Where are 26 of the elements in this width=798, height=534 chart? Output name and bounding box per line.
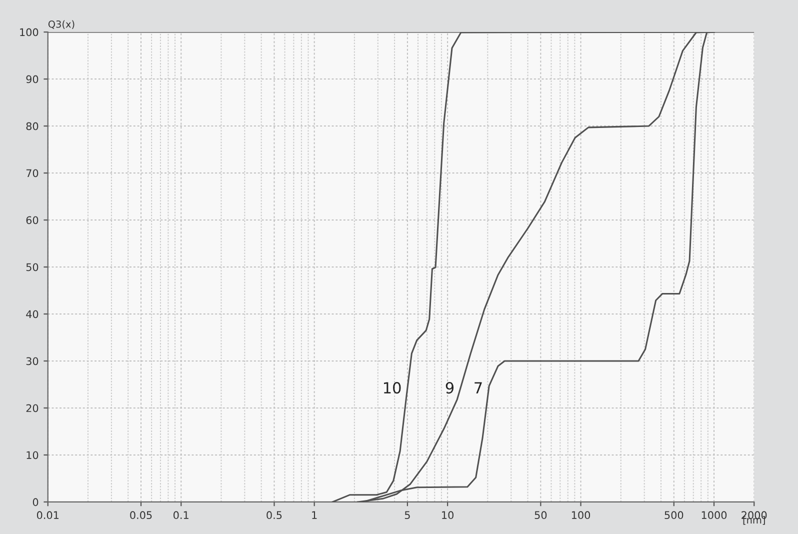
x-tick-label: 0.01 bbox=[36, 511, 59, 520]
series-label: 9 bbox=[446, 382, 454, 394]
y-tick-label: 70 bbox=[26, 169, 38, 178]
y-tick-label: 60 bbox=[26, 216, 38, 224]
y-tick-label: 10 bbox=[26, 451, 38, 460]
y-tick-label: 0 bbox=[32, 498, 38, 506]
y-tick-label: 80 bbox=[26, 122, 38, 130]
y-tick-label: 100 bbox=[20, 28, 38, 36]
series-label: 7 bbox=[474, 382, 482, 394]
x-tick-label: 0.05 bbox=[130, 511, 152, 520]
x-tick-label: 5 bbox=[404, 511, 410, 520]
x-tick-label: 500 bbox=[664, 511, 684, 520]
x-tick-label: 50 bbox=[534, 511, 547, 520]
y-tick-label: 30 bbox=[26, 357, 38, 366]
y-tick-label: 90 bbox=[26, 75, 38, 84]
y-tick-label: 40 bbox=[26, 310, 38, 318]
x-tick-label: 0.1 bbox=[174, 511, 188, 520]
y-tick-label: 50 bbox=[26, 263, 38, 272]
y-axis-title: Q3(x) bbox=[48, 20, 74, 29]
series-label: 10 bbox=[384, 382, 401, 394]
y-tick-label: 20 bbox=[26, 404, 38, 412]
x-tick-label: 1000 bbox=[702, 511, 727, 520]
x-tick-label: 0.5 bbox=[266, 511, 282, 520]
x-tick-label: 100 bbox=[572, 511, 590, 520]
x-tick-label: 10 bbox=[442, 511, 454, 520]
x-tick-label: 1 bbox=[312, 511, 317, 519]
